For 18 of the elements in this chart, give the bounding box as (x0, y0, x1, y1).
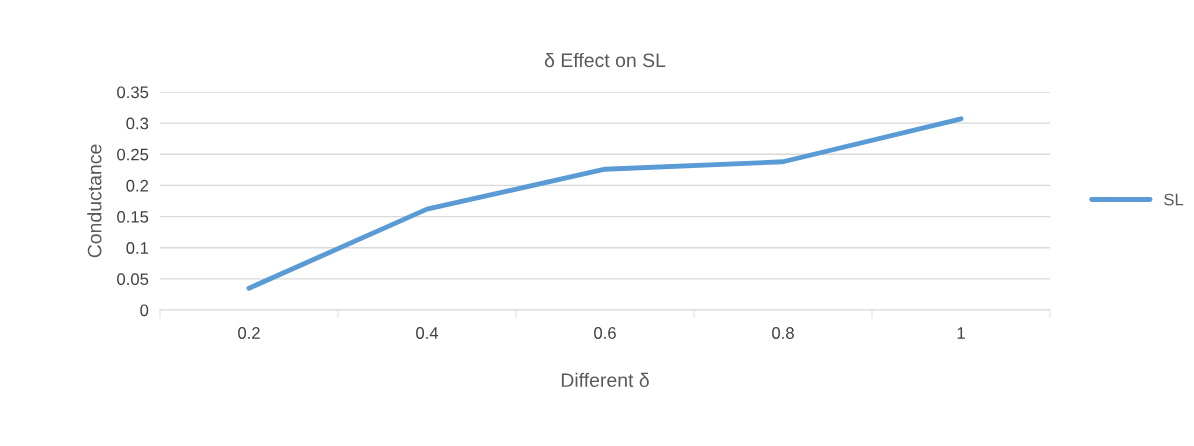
x-tick-label: 0.8 (772, 327, 794, 339)
y-tick-label: 0.2 (126, 179, 149, 192)
legend-label: SL (1164, 193, 1184, 206)
y-tick-label: 0.35 (117, 86, 149, 99)
y-tick-label: 0.1 (126, 242, 149, 254)
y-tick-label: 0.15 (117, 210, 149, 223)
x-tick-label: 0.4 (416, 327, 439, 339)
y-tick-label: 0.05 (117, 273, 149, 286)
line-series (246, 116, 964, 291)
x-tick-label: 0.2 (238, 327, 260, 339)
x-tick-label: 1 (957, 327, 965, 339)
y-tick-label: 0.3 (126, 117, 149, 130)
y-axis-title: Conductance (87, 144, 102, 258)
x-axis-title: Different δ (561, 372, 649, 388)
y-tick-label: 0 (140, 304, 149, 317)
x-tick-label: 0.6 (594, 327, 616, 339)
chart-title: δ Effect on SL (544, 52, 666, 68)
y-tick-label: 0.25 (117, 148, 149, 161)
